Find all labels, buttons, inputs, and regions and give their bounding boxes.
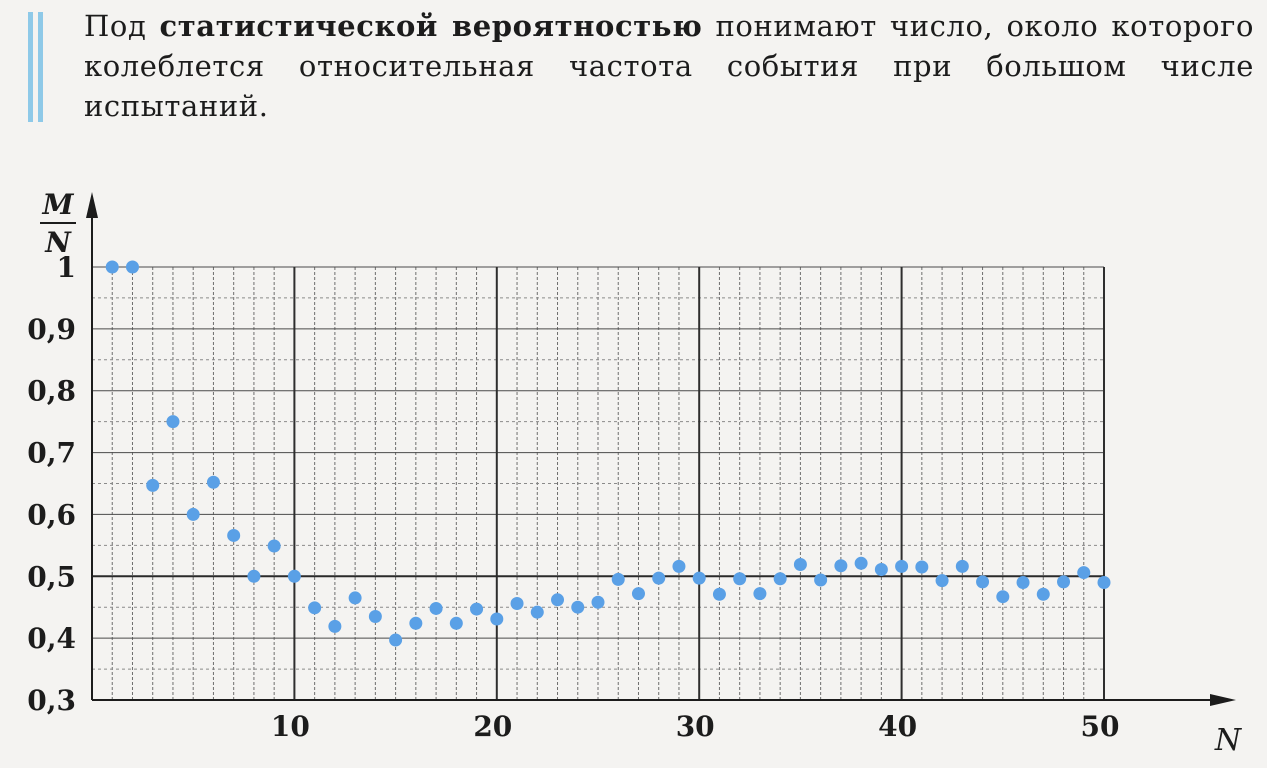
x-tick-label: 50 — [1081, 710, 1120, 743]
definition-term: статистической вероятностью — [159, 9, 702, 43]
data-point — [834, 559, 847, 572]
data-point — [328, 620, 341, 633]
y-tick-label: 0,9 — [27, 313, 76, 346]
definition-marker-bar — [38, 12, 43, 122]
data-point — [632, 587, 645, 600]
data-point — [490, 612, 503, 625]
y-tick-label: 0,8 — [27, 375, 76, 408]
x-tick-label: 10 — [271, 710, 310, 743]
data-point — [996, 590, 1009, 603]
definition-marker-bar — [28, 12, 33, 122]
data-point — [1057, 575, 1070, 588]
data-point — [672, 560, 685, 573]
data-point — [268, 539, 281, 552]
y-tick-label: 0,4 — [27, 622, 76, 655]
data-point — [936, 574, 949, 587]
data-points — [106, 261, 1111, 647]
data-point — [511, 597, 524, 610]
y-tick-label: 0,5 — [27, 560, 76, 593]
x-tick-label: 40 — [878, 710, 917, 743]
data-point — [409, 617, 422, 630]
data-point — [915, 561, 928, 574]
y-axis-arrow — [86, 192, 98, 218]
data-point — [430, 602, 443, 615]
x-tick-label: 30 — [676, 710, 715, 743]
y-tick-label: 0,6 — [27, 498, 76, 531]
data-point — [450, 617, 463, 630]
data-point — [551, 593, 564, 606]
data-point — [166, 415, 179, 428]
data-point — [247, 570, 260, 583]
data-point — [470, 603, 483, 616]
data-point — [227, 529, 240, 542]
data-point — [1098, 576, 1111, 589]
axis-labels: MNN — [40, 188, 1243, 758]
definition-prefix: Под — [84, 9, 159, 43]
data-point — [592, 596, 605, 609]
definition-text: Под статистической вероятностью понимают… — [84, 6, 1254, 126]
data-point — [814, 573, 827, 586]
data-point — [349, 591, 362, 604]
data-point — [1017, 576, 1030, 589]
y-tick-label: 0,3 — [27, 684, 76, 717]
data-point — [753, 587, 766, 600]
data-point — [652, 572, 665, 585]
x-axis-arrow — [1210, 694, 1236, 706]
data-point — [956, 560, 969, 573]
data-point — [855, 557, 868, 570]
data-point — [1077, 566, 1090, 579]
data-point — [369, 610, 382, 623]
x-tick-label: 20 — [473, 710, 512, 743]
minor-grid — [92, 267, 1104, 700]
data-point — [774, 572, 787, 585]
data-point — [875, 563, 888, 576]
data-point — [531, 606, 544, 619]
data-point — [733, 572, 746, 585]
data-point — [693, 572, 706, 585]
data-point — [146, 479, 159, 492]
data-point — [126, 261, 139, 274]
y-axis-label-numerator: M — [42, 188, 75, 221]
data-point — [612, 573, 625, 586]
data-point — [976, 575, 989, 588]
y-tick-label: 0,7 — [27, 437, 76, 470]
data-point — [713, 588, 726, 601]
data-point — [895, 560, 908, 573]
definition-block: Под статистической вероятностью понимают… — [0, 0, 1267, 140]
data-point — [794, 558, 807, 571]
data-point — [106, 261, 119, 274]
data-point — [1037, 588, 1050, 601]
data-point — [308, 601, 321, 614]
x-axis-label: N — [1214, 723, 1243, 758]
y-axis-label-denominator: N — [44, 226, 72, 259]
data-point — [207, 476, 220, 489]
data-point — [288, 570, 301, 583]
data-point — [187, 508, 200, 521]
data-point — [389, 633, 402, 646]
data-point — [571, 601, 584, 614]
